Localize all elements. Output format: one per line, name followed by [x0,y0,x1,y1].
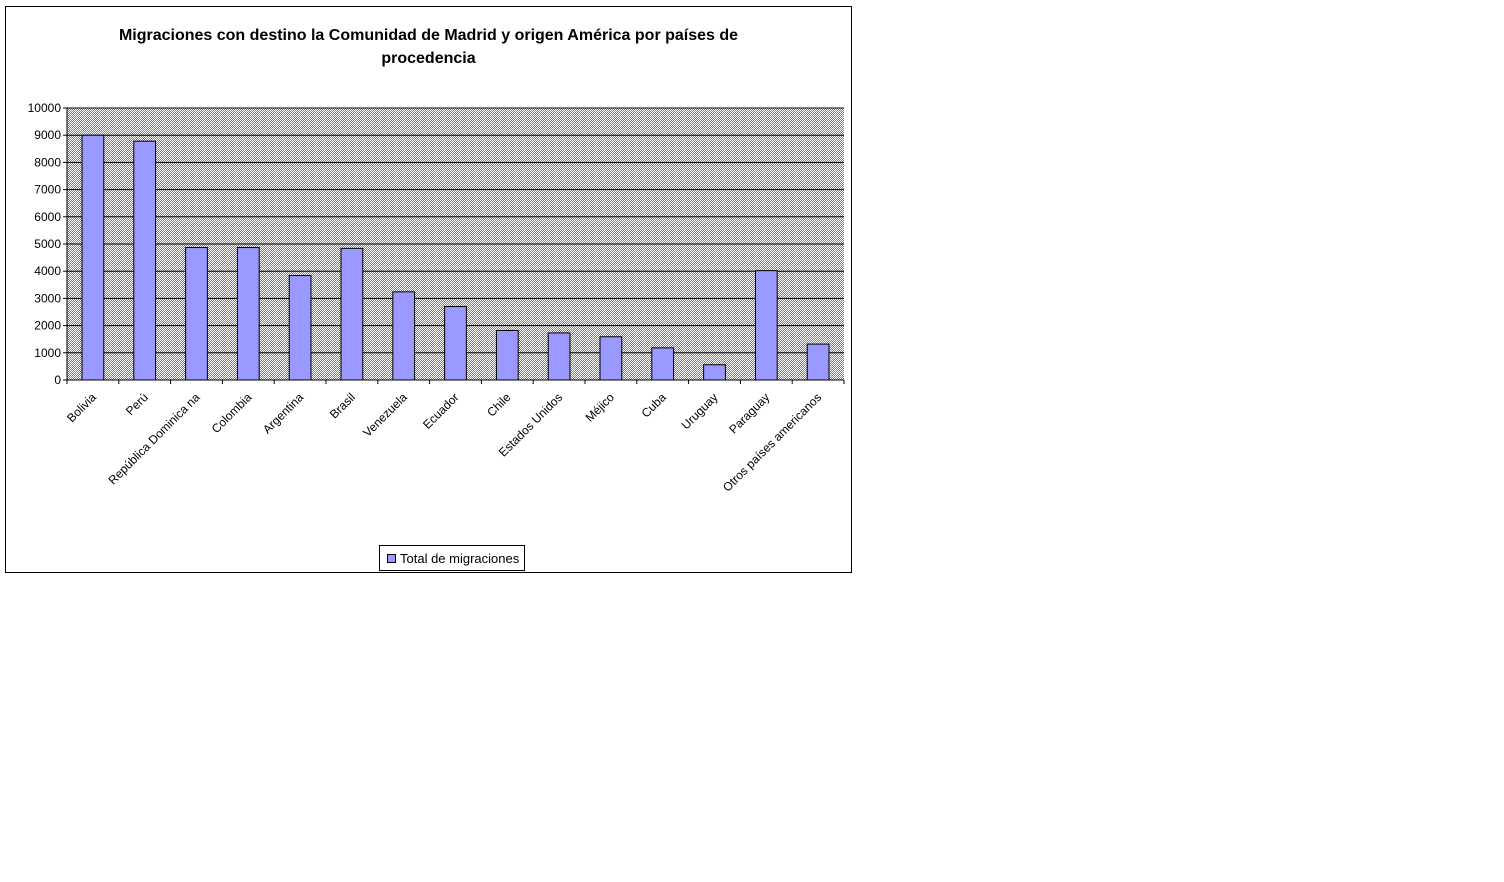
bar [754,270,778,381]
bar [236,247,260,381]
x-tick-label: Chile [484,390,513,419]
bar [185,247,208,381]
x-tick-label: Perú [123,390,151,418]
x-tick-label: Venezuela [360,390,410,440]
legend: Total de migraciones [379,545,526,571]
y-tick-label: 2000 [34,319,61,333]
x-tick-label: Otros países americanos [720,390,824,494]
bar [703,364,726,381]
x-tick-label: República Dominica na [105,390,202,487]
bar [547,332,571,381]
bar [392,291,416,381]
y-tick-label: 4000 [34,264,61,278]
bar [81,134,105,381]
y-tick-label: 5000 [34,237,61,251]
x-tick-label: Argentina [260,390,306,436]
bar [495,329,519,381]
y-tick-label: 1000 [34,346,61,360]
bar [651,347,675,381]
bar [599,336,623,381]
y-tick-label: 10000 [28,101,62,115]
bar [340,247,364,381]
y-tick-label: 7000 [34,183,61,197]
y-tick-label: 6000 [34,210,61,224]
x-tick-label: Ecuador [420,390,462,432]
legend-swatch [387,553,396,563]
bar-chart: 0 1000 2000 3000 4000 5000 6000 7000 8000 9000 100… [28,101,845,494]
x-tick-label: Uruguay [679,390,721,432]
bar [133,140,157,381]
x-tick-label: Cuba [639,390,669,420]
bar [288,275,312,381]
y-tick-label: 3000 [34,291,61,305]
legend-label: Total de migraciones [400,550,520,566]
y-tick-label: 8000 [34,155,61,169]
bar [444,306,467,381]
bar [806,343,830,381]
x-tick-label: Paraguay [726,390,772,436]
y-tick-label: 9000 [34,128,61,142]
chart-title: Migraciones con destino la Comunidad de … [118,27,739,67]
x-tick-label: Méjico [583,390,618,425]
y-tick-label: 0 [54,373,61,387]
x-tick-label: Bolivia [64,390,99,425]
x-tick-label: Colombia [209,390,255,436]
x-tick-label: Brasil [327,390,358,421]
chart-frame: Migraciones con destino la Comunidad de … [5,6,852,573]
